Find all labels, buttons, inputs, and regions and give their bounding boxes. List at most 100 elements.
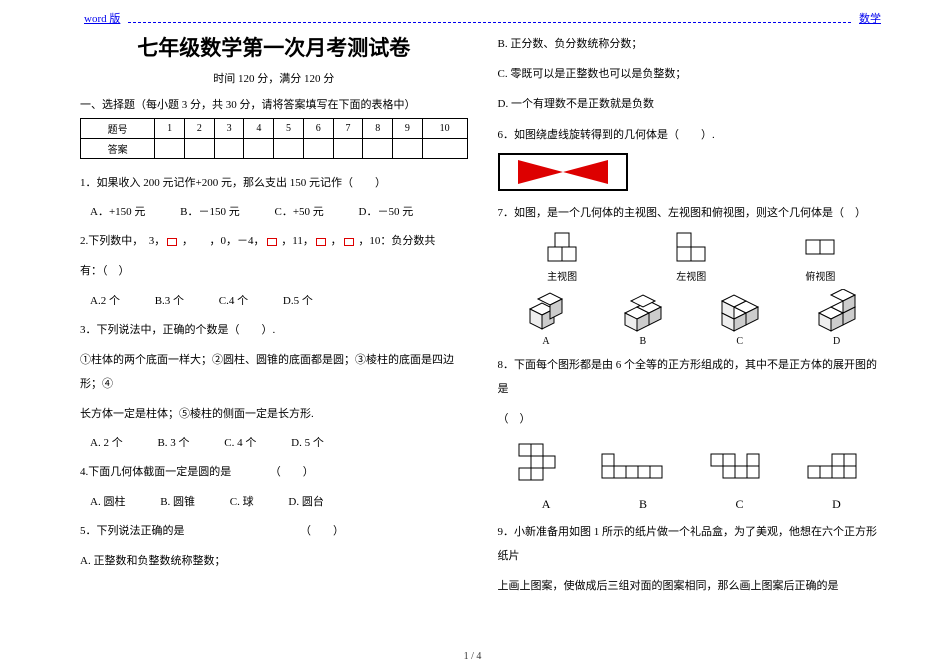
question-5: 5．下列说法正确的是 （ ） bbox=[80, 519, 468, 543]
question-3-detail2: 长方体一定是柱体；⑤棱柱的侧面一定是长方形. bbox=[80, 402, 468, 426]
question-8-paren: （ ） bbox=[498, 407, 886, 431]
question-8: 8．下面每个图形都是由 6 个全等的正方形组成的，其中不是正方体的展开图的是 bbox=[498, 353, 886, 401]
q4-options: A. 圆柱 B. 圆锥 C. 球 D. 圆台 bbox=[80, 491, 468, 513]
option: D.5 个 bbox=[283, 290, 313, 312]
table-cell bbox=[363, 139, 393, 159]
left-column: 七年级数学第一次月考测试卷 时间 120 分，满分 120 分 一、选择题（每小… bbox=[80, 32, 468, 604]
question-1: 1．如果收入 200 元记作+200 元，那么支出 150 元记作（ ） bbox=[80, 171, 468, 195]
exam-subtitle: 时间 120 分，满分 120 分 bbox=[80, 70, 468, 86]
view-label: 左视图 bbox=[676, 272, 706, 283]
three-views-row: 主视图 左视图 俯视图 bbox=[498, 231, 886, 283]
table-cell: 3 bbox=[214, 119, 244, 139]
net-d-icon bbox=[806, 452, 868, 490]
question-7: 7．如图，是一个几何体的主视图、左视图和俯视图，则这个几何体是（ ） bbox=[498, 201, 886, 225]
option: A．+150 元 bbox=[90, 201, 145, 223]
net-b-icon bbox=[600, 452, 674, 490]
view-label: 俯视图 bbox=[805, 272, 835, 283]
option: C. 球 bbox=[230, 491, 254, 513]
table-cell: 1 bbox=[155, 119, 185, 139]
table-row: 答案 bbox=[81, 139, 468, 159]
q1-options: A．+150 元 B．－150 元 C．+50 元 D．－50 元 bbox=[80, 201, 468, 223]
question-9-line1: 9．小新准备用如图 1 所示的纸片做一个礼品盒，为了美观，他想在六个正方形纸片 bbox=[498, 520, 886, 568]
question-9-line2: 上画上图案，使做成后三组对面的图案相同，那么画上图案后正确的是 bbox=[498, 574, 886, 598]
view-label: 主视图 bbox=[547, 272, 577, 283]
fraction-placeholder-icon bbox=[316, 238, 326, 246]
option-label: A bbox=[542, 336, 549, 347]
right-column: B. 正分数、负分数统称分数； C. 零既可以是正整数也可以是负整数； D. 一… bbox=[498, 32, 886, 604]
q7-opt-b: B bbox=[621, 289, 665, 347]
q7-options-row: A B bbox=[498, 289, 886, 347]
question-6: 6．如图绕虚线旋转得到的几何体是（ ）. bbox=[498, 123, 886, 147]
table-cell: 10 bbox=[422, 119, 467, 139]
q2-text: ， bbox=[331, 235, 342, 247]
main-view: 主视图 bbox=[545, 231, 579, 283]
option: A. 2 个 bbox=[90, 432, 123, 454]
q5-option-d: D. 一个有理数不是正数就是负数 bbox=[498, 92, 886, 116]
option: A. 圆柱 bbox=[90, 491, 125, 513]
q2-options: A.2 个 B.3 个 C.4 个 D.5 个 bbox=[80, 290, 468, 312]
table-cell: 6 bbox=[303, 119, 333, 139]
left-view-icon bbox=[674, 231, 708, 265]
option-label: D bbox=[833, 336, 840, 347]
table-cell bbox=[333, 139, 363, 159]
q8-nets-row bbox=[498, 440, 886, 493]
table-cell: 4 bbox=[244, 119, 274, 139]
fraction-placeholder-icon bbox=[344, 238, 354, 246]
q5-option-b: B. 正分数、负分数统称分数； bbox=[498, 32, 886, 56]
q2-text: ，10：负分数共 bbox=[358, 235, 435, 247]
question-3: 3．下列说法中，正确的个数是（ ）. bbox=[80, 318, 468, 342]
question-2: 2.下列数中， 3， ， ，0，－4， ，11， ， ，10：负分数共 bbox=[80, 229, 468, 253]
top-view: 俯视图 bbox=[803, 231, 837, 283]
q2-text: ，11， bbox=[281, 235, 314, 247]
option: D. 5 个 bbox=[291, 432, 324, 454]
net-c bbox=[709, 452, 771, 493]
q7-opt-c: C bbox=[718, 289, 762, 347]
option: C.4 个 bbox=[219, 290, 248, 312]
rotation-shape-figure bbox=[498, 153, 628, 191]
q2-text: 2.下列数中， 3， bbox=[80, 235, 165, 247]
table-cell bbox=[393, 139, 423, 159]
main-view-icon bbox=[545, 231, 579, 265]
page-footer: 1 / 4 bbox=[0, 651, 945, 662]
option: D．－50 元 bbox=[359, 201, 414, 223]
question-4: 4.下面几何体截面一定是圆的是 （ ） bbox=[80, 460, 468, 484]
option: C．+50 元 bbox=[275, 201, 324, 223]
table-row: 题号 1 2 3 4 5 6 7 8 9 10 bbox=[81, 119, 468, 139]
left-view: 左视图 bbox=[674, 231, 708, 283]
row-label: 答案 bbox=[81, 139, 155, 159]
option: C. 4 个 bbox=[224, 432, 256, 454]
row-label: 题号 bbox=[81, 119, 155, 139]
option-label: C bbox=[736, 497, 744, 512]
content-columns: 七年级数学第一次月考测试卷 时间 120 分，满分 120 分 一、选择题（每小… bbox=[80, 32, 885, 604]
option-label: D bbox=[832, 497, 841, 512]
option: B．－150 元 bbox=[180, 201, 240, 223]
table-cell bbox=[185, 139, 215, 159]
q7-opt-a: A bbox=[524, 289, 568, 347]
table-cell: 2 bbox=[185, 119, 215, 139]
option-label: A bbox=[542, 497, 551, 512]
exam-title: 七年级数学第一次月考测试卷 bbox=[80, 32, 468, 62]
option: B. 3 个 bbox=[157, 432, 189, 454]
table-cell: 9 bbox=[393, 119, 423, 139]
bowtie-icon bbox=[518, 160, 608, 184]
table-cell bbox=[274, 139, 304, 159]
solid-b-icon bbox=[621, 289, 665, 333]
fraction-placeholder-icon bbox=[167, 238, 177, 246]
table-cell bbox=[303, 139, 333, 159]
question-2-line2: 有：（ ） bbox=[80, 259, 468, 283]
solid-d-icon bbox=[815, 289, 859, 333]
net-c-icon bbox=[709, 452, 771, 490]
option-label: C bbox=[736, 336, 743, 347]
table-cell: 7 bbox=[333, 119, 363, 139]
page-header: word 版 数学 bbox=[80, 10, 885, 26]
option: A.2 个 bbox=[90, 290, 120, 312]
header-dash bbox=[128, 22, 851, 23]
q7-opt-d: D bbox=[815, 289, 859, 347]
option-label: B bbox=[639, 497, 647, 512]
table-cell: 8 bbox=[363, 119, 393, 139]
header-left-link[interactable]: word 版 bbox=[84, 10, 120, 26]
table-cell bbox=[244, 139, 274, 159]
net-a bbox=[515, 440, 565, 493]
option: D. 圆台 bbox=[288, 491, 323, 513]
table-cell: 5 bbox=[274, 119, 304, 139]
